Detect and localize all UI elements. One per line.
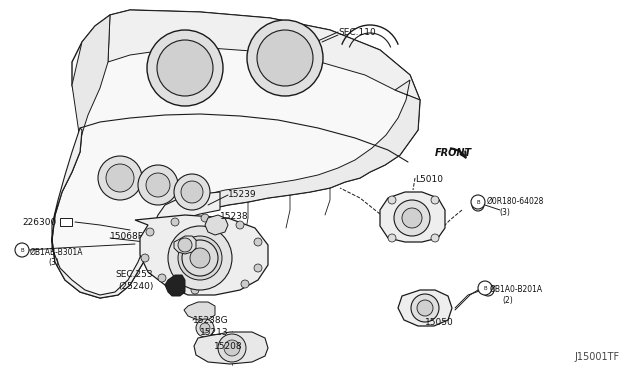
- Polygon shape: [52, 10, 420, 298]
- Polygon shape: [398, 290, 452, 326]
- Polygon shape: [184, 302, 215, 320]
- Circle shape: [402, 208, 422, 228]
- Circle shape: [201, 214, 209, 222]
- Circle shape: [190, 248, 210, 268]
- Circle shape: [411, 294, 439, 322]
- Circle shape: [236, 221, 244, 229]
- Polygon shape: [205, 215, 228, 235]
- Circle shape: [224, 340, 240, 356]
- Text: B: B: [20, 247, 24, 253]
- Circle shape: [417, 300, 433, 316]
- Circle shape: [241, 280, 249, 288]
- Polygon shape: [108, 10, 420, 100]
- Polygon shape: [135, 215, 268, 295]
- Circle shape: [178, 238, 192, 252]
- Circle shape: [471, 195, 485, 209]
- Text: Ø0R180-64028: Ø0R180-64028: [487, 197, 545, 206]
- FancyBboxPatch shape: [60, 218, 72, 226]
- Text: SEC.253: SEC.253: [115, 270, 152, 279]
- Circle shape: [178, 236, 222, 280]
- Text: (2): (2): [502, 296, 513, 305]
- Polygon shape: [380, 192, 445, 242]
- Circle shape: [168, 226, 232, 290]
- Circle shape: [247, 20, 323, 96]
- Text: 15208: 15208: [214, 342, 243, 351]
- Circle shape: [388, 196, 396, 204]
- Circle shape: [158, 274, 166, 282]
- Circle shape: [98, 156, 142, 200]
- Text: (3): (3): [48, 258, 59, 267]
- Circle shape: [138, 165, 178, 205]
- Circle shape: [218, 334, 246, 362]
- Text: B: B: [476, 199, 480, 205]
- Circle shape: [141, 254, 149, 262]
- Text: 15068F: 15068F: [110, 232, 144, 241]
- Polygon shape: [174, 236, 196, 254]
- Polygon shape: [205, 80, 420, 210]
- Circle shape: [171, 218, 179, 226]
- Circle shape: [181, 181, 203, 203]
- Circle shape: [257, 30, 313, 86]
- Circle shape: [147, 30, 223, 106]
- Circle shape: [478, 281, 492, 295]
- Text: SEC.110: SEC.110: [338, 28, 376, 37]
- Circle shape: [196, 319, 214, 337]
- Text: (25240): (25240): [118, 282, 154, 291]
- Text: 15239: 15239: [228, 190, 257, 199]
- Text: 15050: 15050: [425, 318, 454, 327]
- Polygon shape: [52, 128, 220, 298]
- Circle shape: [394, 200, 430, 236]
- Circle shape: [106, 164, 134, 192]
- Text: 15238: 15238: [220, 212, 248, 221]
- Text: B: B: [483, 285, 487, 291]
- Circle shape: [200, 323, 210, 333]
- Circle shape: [191, 286, 199, 294]
- Polygon shape: [194, 332, 268, 364]
- Text: L5010: L5010: [415, 175, 443, 184]
- Text: (3): (3): [499, 208, 510, 217]
- Circle shape: [146, 228, 154, 236]
- Polygon shape: [165, 275, 185, 296]
- Text: ØB1A0-B201A: ØB1A0-B201A: [490, 285, 543, 294]
- Text: ØB1AB-B301A: ØB1AB-B301A: [30, 248, 83, 257]
- Circle shape: [431, 234, 439, 242]
- Polygon shape: [72, 15, 110, 140]
- Text: 15238G: 15238G: [193, 316, 228, 325]
- Circle shape: [182, 240, 218, 276]
- Circle shape: [254, 264, 262, 272]
- Circle shape: [254, 238, 262, 246]
- Circle shape: [388, 234, 396, 242]
- Circle shape: [15, 243, 29, 257]
- Circle shape: [174, 174, 210, 210]
- Text: 226300: 226300: [22, 218, 56, 227]
- Text: J15001TF: J15001TF: [575, 352, 620, 362]
- Circle shape: [431, 196, 439, 204]
- Circle shape: [146, 173, 170, 197]
- Text: FRONT: FRONT: [435, 148, 472, 158]
- Text: 15213: 15213: [200, 328, 228, 337]
- Circle shape: [157, 40, 213, 96]
